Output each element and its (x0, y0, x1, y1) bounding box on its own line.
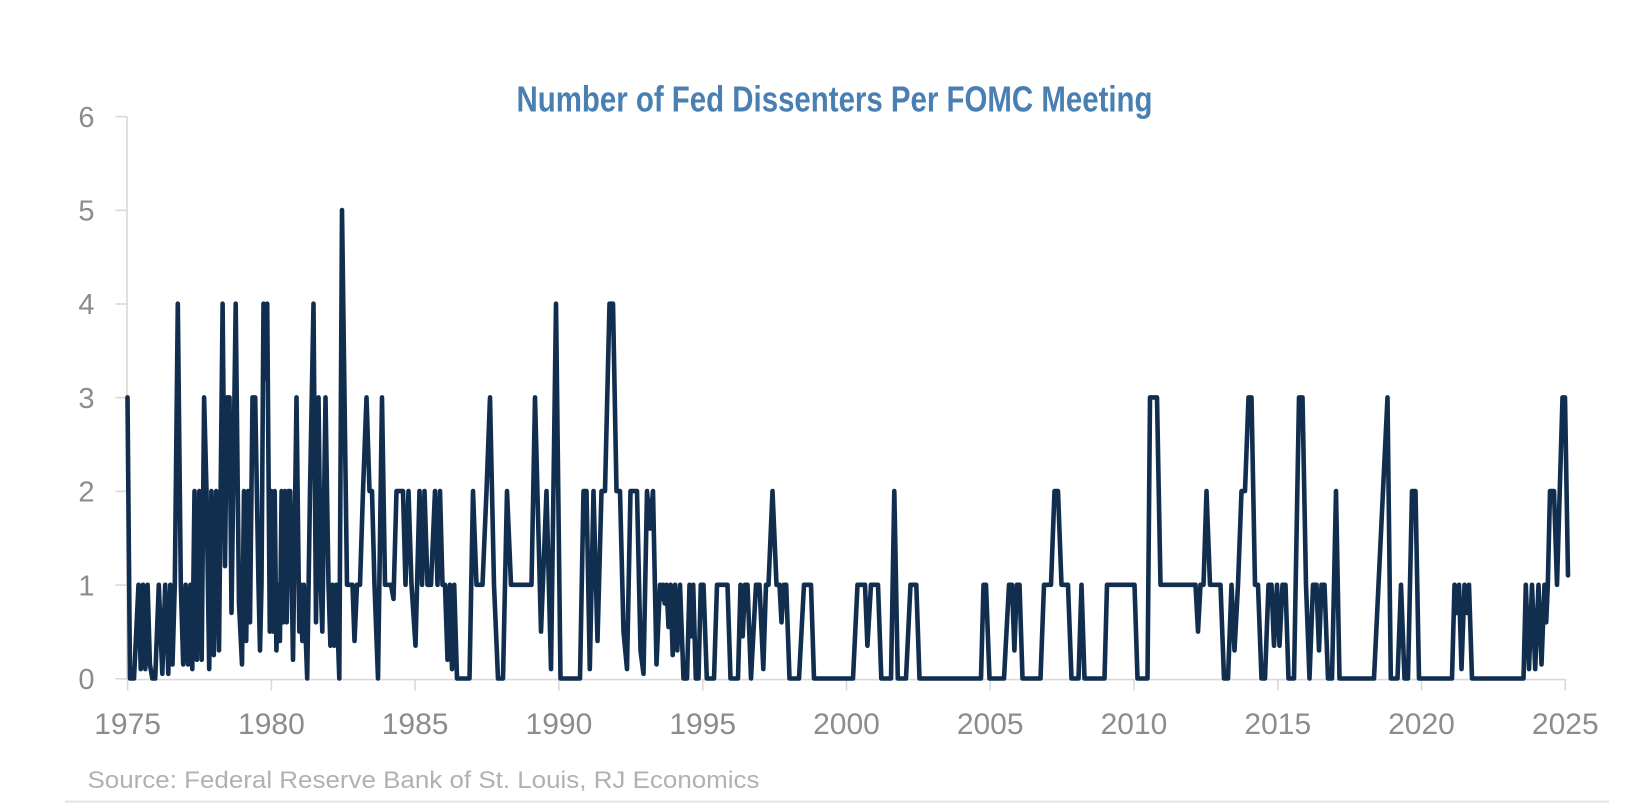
svg-text:1990: 1990 (526, 708, 593, 741)
svg-text:2020: 2020 (1388, 708, 1455, 741)
svg-text:1975: 1975 (94, 708, 161, 741)
svg-text:4: 4 (78, 289, 94, 321)
svg-text:2025: 2025 (1532, 708, 1599, 741)
svg-text:1995: 1995 (669, 708, 736, 741)
svg-text:2005: 2005 (957, 708, 1024, 741)
svg-text:2: 2 (78, 477, 94, 509)
svg-text:1: 1 (78, 570, 94, 602)
svg-text:6: 6 (78, 102, 94, 134)
svg-text:0: 0 (78, 664, 94, 696)
svg-text:3: 3 (78, 383, 94, 415)
svg-text:2000: 2000 (813, 708, 880, 741)
svg-text:2010: 2010 (1101, 708, 1168, 741)
svg-text:1985: 1985 (382, 708, 449, 741)
svg-text:Number of Fed Dissenters Per F: Number of Fed Dissenters Per FOMC Meetin… (517, 79, 1153, 120)
svg-text:Source: Federal Reserve Bank o: Source: Federal Reserve Bank of St. Loui… (88, 767, 760, 794)
svg-text:2015: 2015 (1244, 708, 1311, 741)
svg-text:5: 5 (78, 196, 94, 228)
svg-text:1980: 1980 (238, 708, 305, 741)
